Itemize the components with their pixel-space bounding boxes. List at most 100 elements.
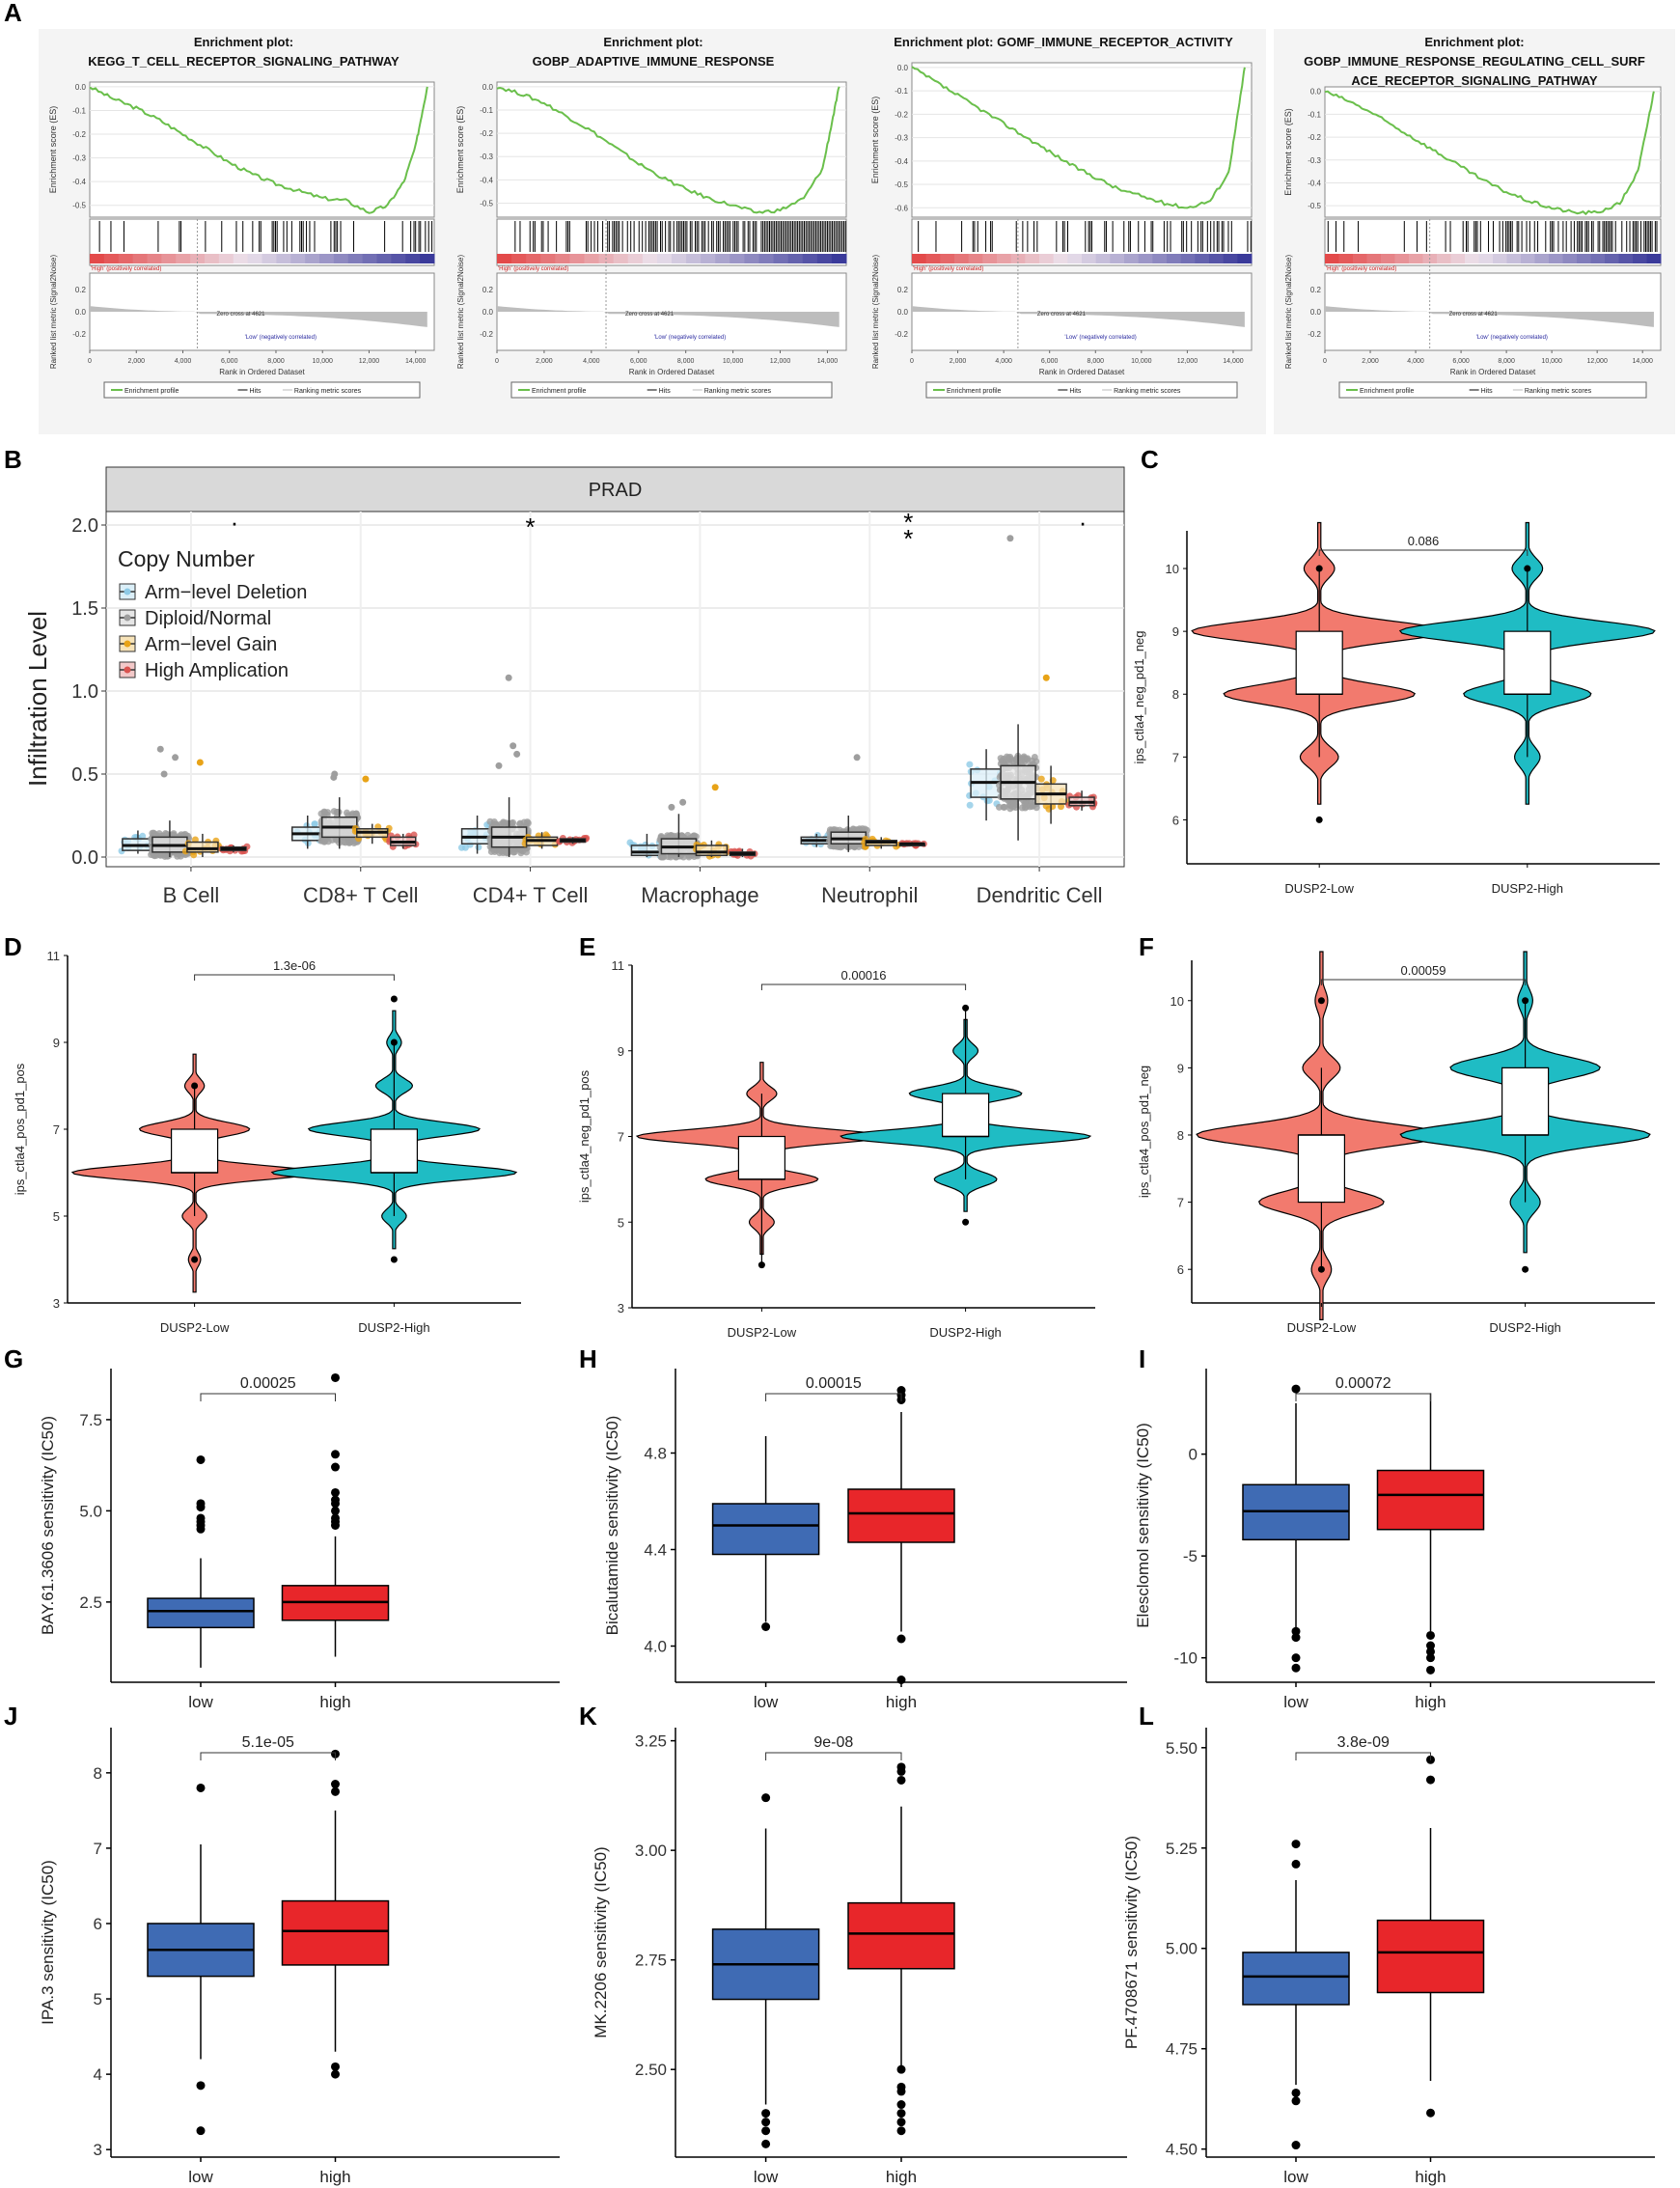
es-tick-label: 0.0 xyxy=(897,64,909,72)
legend-key-dot xyxy=(124,614,131,622)
data-point xyxy=(679,853,687,861)
legend-key-dot xyxy=(124,588,131,595)
gradient-segment xyxy=(1450,254,1466,263)
x-tick-label: DUSP2-Low xyxy=(1284,881,1354,896)
gradient-segment xyxy=(997,254,1012,263)
outlier-point xyxy=(172,754,179,762)
legend-label: Enrichment profile xyxy=(124,388,179,395)
metric-axis-title: Ranked list metric (Signal2Noise) xyxy=(456,255,465,370)
y-tick-label: 10 xyxy=(1166,562,1179,576)
comparison-bracket xyxy=(1318,549,1529,556)
gradient-segment xyxy=(118,254,134,263)
metric-area-fill xyxy=(1325,306,1654,327)
y-tick-label: 9 xyxy=(1177,1061,1184,1075)
es-tick-label: -0.4 xyxy=(480,176,493,184)
outlier-point xyxy=(331,2062,340,2071)
gradient-segment xyxy=(1437,254,1451,263)
y-axis-title: MK.2206 sensitivity (IC50) xyxy=(592,1846,610,2037)
x-tick-label: 14,000 xyxy=(1632,358,1653,365)
outlier-point xyxy=(1291,1384,1301,1394)
gradient-segment xyxy=(968,254,983,263)
outlier-point xyxy=(896,1676,906,1684)
outlier-point xyxy=(896,2087,906,2096)
x-tick-label: 0 xyxy=(495,358,499,365)
es-tick-label: -0.6 xyxy=(895,204,908,212)
gradient-segment xyxy=(1223,254,1238,263)
metric-tick-label: 0.0 xyxy=(75,308,87,317)
y-tick-label: 7 xyxy=(1177,1196,1184,1210)
y-tick-label: 5 xyxy=(53,1209,60,1224)
drug-panel-H: 4.0 4.4 4.8 Bicalutamide sensitivity (IC50)… xyxy=(603,1369,1127,1711)
x-tick-label: 12,000 xyxy=(770,358,791,365)
panel-letter-L: L xyxy=(1139,1702,1154,1731)
outlier-point xyxy=(1291,1859,1301,1869)
enrichment-curve xyxy=(89,86,428,214)
panel-letter-F: F xyxy=(1139,932,1154,961)
gradient-segment xyxy=(1325,254,1339,263)
x-tick-label: 2,000 xyxy=(1362,358,1379,365)
x-tick-label: 2,000 xyxy=(536,358,553,365)
box xyxy=(1242,1952,1350,2006)
x-tick-label: CD8+ T Cell xyxy=(303,883,419,907)
outlier-point xyxy=(1291,1663,1301,1673)
es-tick-label: -0.3 xyxy=(480,152,493,161)
y-tick-label: 11 xyxy=(612,958,625,973)
y-tick-label: 5.00 xyxy=(1166,1940,1198,1958)
legend-label: Hits xyxy=(1069,388,1082,395)
gradient-segment xyxy=(1353,254,1367,263)
es-axis-title: Enrichment score (ES) xyxy=(455,106,465,194)
box xyxy=(186,841,219,853)
gradient-segment xyxy=(161,254,177,263)
outlier-point xyxy=(1426,1641,1435,1650)
data-point xyxy=(345,839,353,846)
metric-area-fill xyxy=(912,306,1245,327)
violin-panel-E: 3 5 7 9 11 ips_ctla4_neg_pd1_pos DUSP2-Low DUSP… xyxy=(577,958,1095,1340)
outlier-point xyxy=(331,1462,340,1472)
data-point xyxy=(1000,803,1007,811)
x-tick-label: low xyxy=(754,2168,779,2186)
p-value: 0.00015 xyxy=(806,1375,862,1392)
gradient-segment xyxy=(1493,254,1507,263)
outlier-point xyxy=(1315,565,1323,572)
x-tick-label: DUSP2-High xyxy=(1492,881,1563,896)
x-tick-label: 10,000 xyxy=(313,358,334,365)
y-tick-label: 3 xyxy=(94,2141,102,2159)
outlier-point xyxy=(761,2109,771,2119)
gradient-segment xyxy=(1605,254,1619,263)
legend-key-dot xyxy=(124,666,131,674)
metric-tick-label: 0.2 xyxy=(1310,286,1322,294)
x-tick-label: 14,000 xyxy=(405,358,427,365)
es-tick-label: -0.2 xyxy=(1308,133,1321,142)
y-axis-title: ips_ctla4_pos_pd1_pos xyxy=(13,1063,27,1195)
outlier-point xyxy=(761,1622,771,1631)
outlier-point xyxy=(331,2069,340,2079)
y-tick-label: 5 xyxy=(618,1215,624,1230)
legend-label: Enrichment profile xyxy=(1360,388,1415,395)
y-tick-label: 7 xyxy=(94,1840,102,1858)
y-tick-label: 6 xyxy=(1172,813,1179,827)
y-tick-label: 7 xyxy=(53,1122,60,1137)
zero-cross-label: Zero cross at 4621 xyxy=(625,312,675,318)
box xyxy=(1376,1919,1485,1994)
data-point xyxy=(503,819,510,827)
outlier-point xyxy=(196,1503,206,1512)
comparison-bracket xyxy=(1320,979,1527,985)
gradient-segment xyxy=(540,254,556,263)
y-tick-label: 1.0 xyxy=(71,681,98,703)
gradient-segment xyxy=(982,254,998,263)
x-tick-label: CD4+ T Cell xyxy=(473,883,589,907)
gradient-segment xyxy=(744,254,759,263)
outlier-point xyxy=(668,803,675,811)
gsea-title: Enrichment plot: xyxy=(194,35,293,49)
y-tick-label: 8 xyxy=(1177,1128,1184,1143)
gradient-segment xyxy=(686,254,702,263)
data-point xyxy=(340,839,347,846)
x-tick-label: 14,000 xyxy=(817,358,839,365)
gradient-segment xyxy=(1039,254,1055,263)
es-plot-area xyxy=(89,81,435,218)
gradient-segment xyxy=(497,254,512,263)
legend-label: Arm−level Gain xyxy=(145,634,277,655)
es-tick-label: -0.1 xyxy=(480,106,493,115)
legend-label: Hits xyxy=(250,388,262,395)
gradient-segment xyxy=(1549,254,1563,263)
